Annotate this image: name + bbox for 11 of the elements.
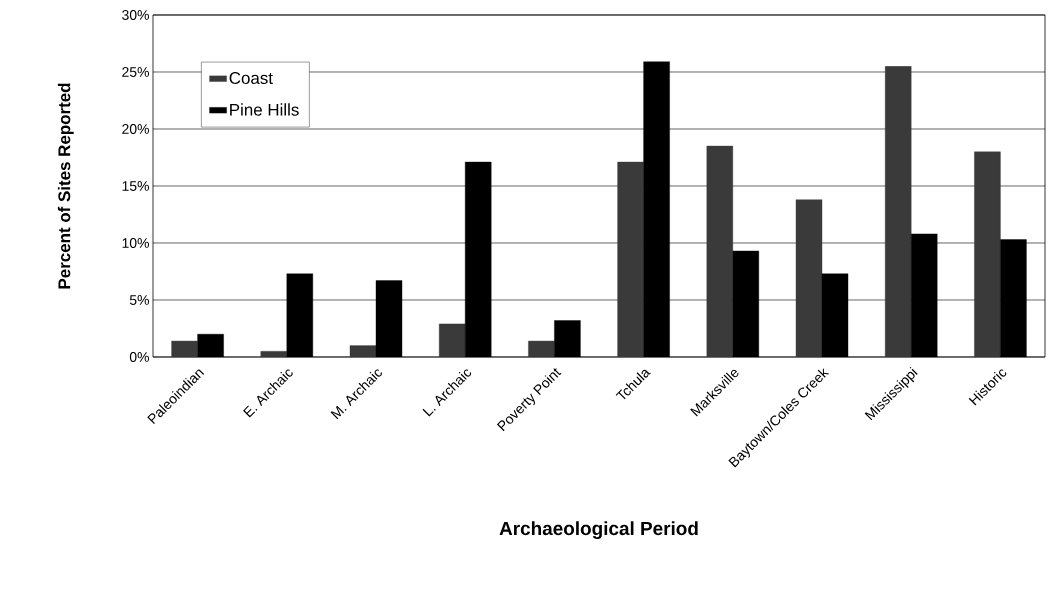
y-tick-label: 20% xyxy=(122,124,149,134)
legend-label: Pine Hills xyxy=(230,103,299,116)
x-axis-title: Archaeological Period xyxy=(499,521,698,539)
y-tick-label: 30% xyxy=(122,10,149,20)
y-tick-label: 0% xyxy=(129,352,149,362)
y-tick-label: 25% xyxy=(122,67,149,77)
y-tick-label: 10% xyxy=(122,238,149,248)
y-tick-label: 5% xyxy=(129,295,149,305)
y-axis-title: Percent of Sites Reported xyxy=(57,83,74,289)
legend-label: Coast xyxy=(229,72,273,85)
y-tick-label: 15% xyxy=(122,181,149,191)
